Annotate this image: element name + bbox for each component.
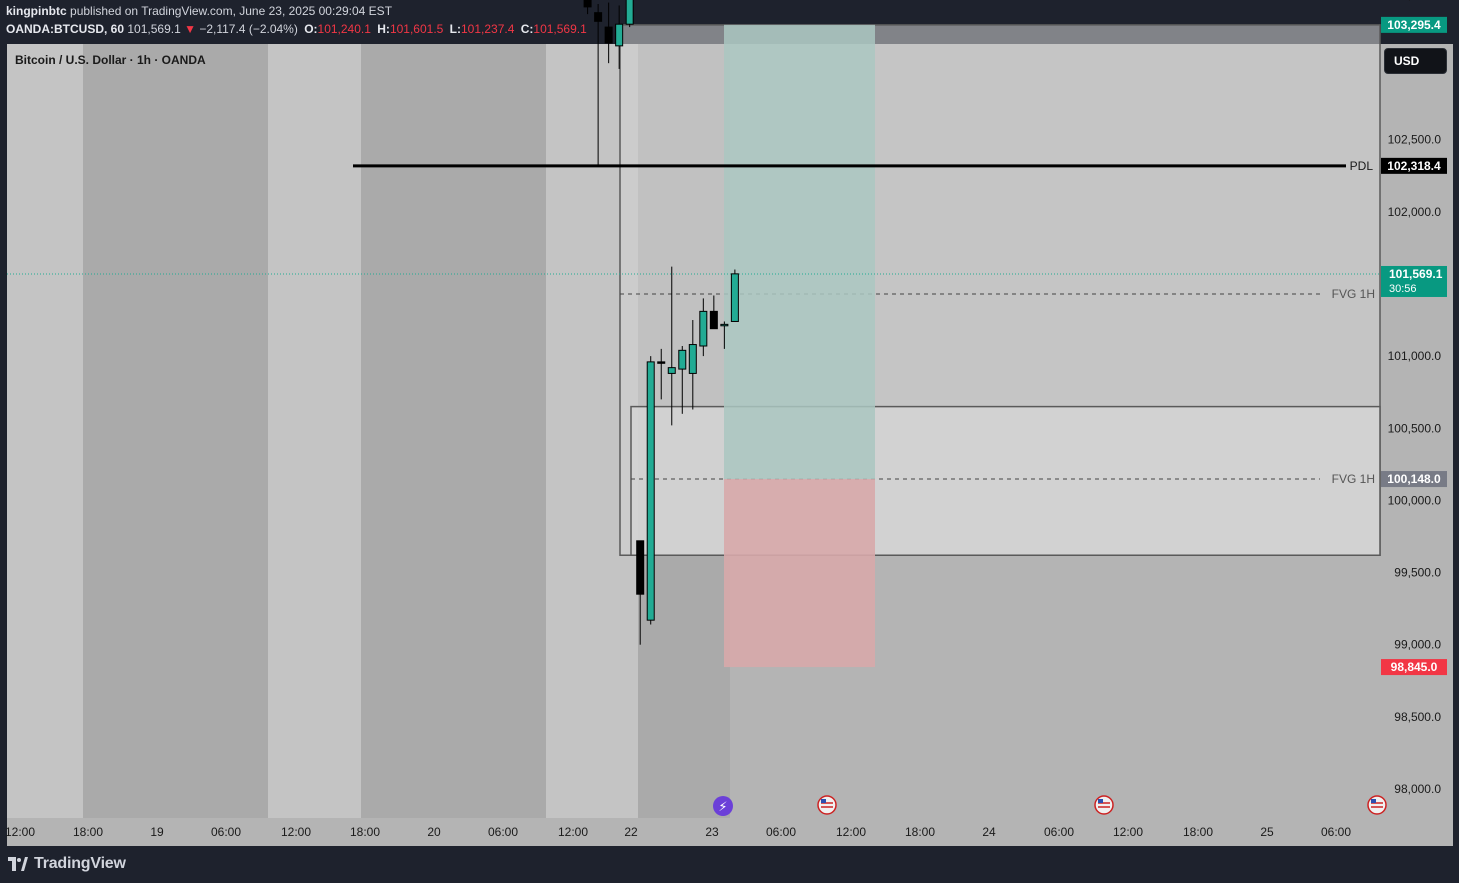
x-tick-label: 12:00: [558, 825, 588, 839]
y-tick-label: 102,000.0: [1388, 205, 1442, 219]
time-axis-area: [7, 818, 1453, 846]
session-band: [268, 44, 361, 818]
earnings-event-icon[interactable]: [713, 796, 733, 816]
stop-zone: [724, 479, 875, 668]
price-badge: [1381, 16, 1447, 33]
flag-canton: [1098, 799, 1103, 803]
candle-body: [667, 367, 676, 374]
price-badge: [1381, 471, 1447, 488]
x-tick-label: 18:00: [1183, 825, 1213, 839]
candle-body: [709, 310, 718, 330]
chart-title: Bitcoin / U.S. Dollar · 1h · OANDA: [15, 53, 206, 67]
candle-body: [720, 323, 729, 327]
x-tick-label: 22: [624, 825, 638, 839]
x-tick-label: 06:00: [211, 825, 241, 839]
high-label: H:: [377, 22, 390, 36]
tradingview-logo-icon: [8, 857, 28, 871]
brand-name: TradingView: [34, 855, 126, 872]
x-tick-label: 18:00: [73, 825, 103, 839]
current-price-text: 101,569.1: [1389, 267, 1443, 281]
x-tick-label: 19: [150, 825, 164, 839]
close-value: 101,569.1: [533, 22, 587, 36]
candle-body: [604, 26, 613, 44]
y-tick-label: 99,500.0: [1394, 566, 1441, 580]
level-price-badge: [1381, 157, 1447, 174]
price-change: −2,117.4 (−2.04%): [199, 22, 298, 36]
open-value: 101,240.1: [317, 22, 371, 36]
y-tick-label: 103,500.0: [1388, 0, 1442, 2]
y-tick-label: 101,000.0: [1388, 349, 1442, 363]
last-price: 101,569.1: [127, 22, 181, 36]
high-value: 101,601.5: [389, 22, 444, 36]
x-tick-label: 18:00: [905, 825, 935, 839]
us-flag-event-icon[interactable]: [1094, 795, 1114, 815]
y-tick-label: 98,000.0: [1394, 782, 1441, 796]
candle-body: [678, 349, 687, 370]
level-label: PDL: [1350, 159, 1374, 173]
us-flag-event-icon[interactable]: [817, 795, 837, 815]
price-badge-text: 100,148.0: [1387, 472, 1441, 486]
events-row: ⚡: [713, 795, 1387, 816]
candle-body: [625, 0, 634, 25]
candle-body: [583, 0, 592, 8]
x-tick-label: 06:00: [1321, 825, 1351, 839]
x-tick-label: 12:00: [5, 825, 35, 839]
candle-body: [688, 344, 697, 374]
flag-canton: [821, 799, 826, 803]
fvg-label: FVG 1H: [1332, 287, 1375, 301]
x-tick-label: 06:00: [766, 825, 796, 839]
x-tick-label: 06:00: [488, 825, 518, 839]
candle-body: [730, 273, 739, 322]
countdown-text: 30:56: [1389, 283, 1417, 295]
currency-button[interactable]: USD: [1384, 48, 1447, 74]
us-flag-event-icon[interactable]: [1367, 795, 1387, 815]
x-tick-label: 20: [427, 825, 441, 839]
y-tick-label: 102,500.0: [1388, 133, 1442, 147]
current-price-badge: [1381, 265, 1447, 297]
ohlc-legend: OANDA:BTCUSD, 60 101,569.1 ▼ −2,117.4 (−…: [6, 22, 587, 36]
session-band: [83, 44, 268, 818]
low-value: 101,237.4: [461, 22, 515, 36]
candle-body: [636, 540, 645, 595]
y-tick-label: 98,500.0: [1394, 710, 1441, 724]
publish-info: kingpinbtc published on TradingView.com,…: [6, 4, 392, 18]
close-label: C:: [520, 22, 534, 36]
target-zone: [724, 24, 875, 480]
symbol-label: OANDA:BTCUSD, 60: [6, 22, 125, 36]
level-price-text: 102,318.4: [1387, 159, 1441, 173]
change-down-icon: ▼: [184, 22, 196, 36]
x-tick-label: 18:00: [350, 825, 380, 839]
flag-canton: [1371, 799, 1376, 803]
session-band: [7, 44, 83, 818]
x-tick-label: 12:00: [836, 825, 866, 839]
candle-body: [699, 310, 708, 347]
price-badge-text: 98,845.0: [1391, 660, 1438, 674]
session-band: [361, 44, 546, 818]
published-text: published on TradingView.com, June 23, 2…: [70, 4, 393, 18]
price-badge-text: 103,295.4: [1387, 18, 1441, 32]
author-name[interactable]: kingpinbtc: [6, 4, 67, 18]
x-tick-label: 24: [982, 825, 996, 839]
x-tick-label: 12:00: [281, 825, 311, 839]
candle-body: [594, 12, 603, 22]
lightning-icon: ⚡: [718, 800, 727, 815]
candle-body: [657, 361, 666, 364]
x-tick-label: 06:00: [1044, 825, 1074, 839]
y-tick-label: 100,500.0: [1388, 421, 1442, 435]
x-tick-label: 12:00: [1113, 825, 1143, 839]
low-label: L:: [449, 22, 461, 36]
price-badge: [1381, 659, 1447, 676]
candle-body: [646, 361, 655, 621]
open-label: O:: [304, 22, 318, 36]
candle-body: [615, 23, 624, 47]
footer-brand[interactable]: TradingView: [8, 855, 126, 873]
y-tick-label: 100,000.0: [1388, 493, 1442, 507]
fvg-label: FVG 1H: [1332, 472, 1375, 486]
y-tick-label: 99,000.0: [1394, 638, 1441, 652]
x-tick-label: 23: [705, 825, 719, 839]
x-tick-label: 25: [1260, 825, 1274, 839]
